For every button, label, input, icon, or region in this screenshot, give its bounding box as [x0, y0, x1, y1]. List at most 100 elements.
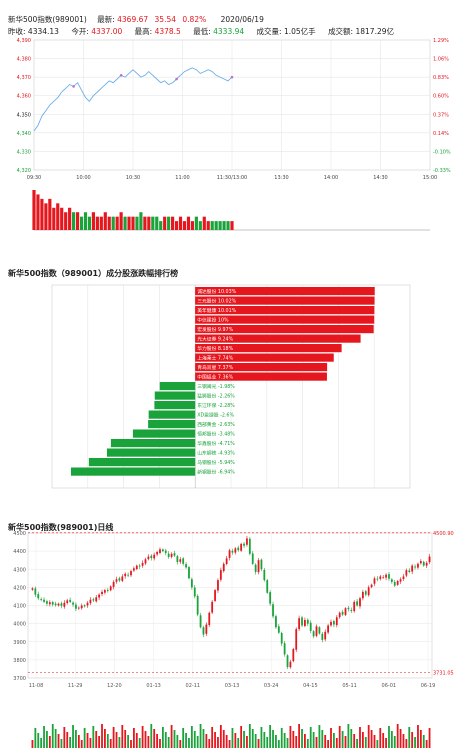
ranking-bar-label: 西部黄金 -2.63%	[197, 421, 235, 428]
daily-volume-bar	[280, 728, 283, 748]
daily-candle-up	[77, 607, 80, 609]
daily-volume-bar	[104, 729, 106, 748]
daily-candle-down	[356, 601, 358, 606]
intraday-volume-bar	[143, 216, 147, 230]
daily-candle-up	[98, 594, 101, 598]
daily-volume-bar	[257, 739, 260, 748]
daily-volume-bar	[150, 724, 153, 748]
high-value: 4378.5	[154, 27, 181, 36]
daily-volume-bar	[193, 731, 196, 748]
daily-volume-bar	[330, 728, 332, 748]
ranking-bars: 诚达股份 10.03% 三元股份 10.02% 美年健康 10.01% 中信建投 10…	[70, 287, 375, 476]
ranking-bar-label: 三钢闽光 -1.98%	[197, 383, 235, 390]
daily-candle-down	[190, 579, 193, 588]
daily-candle-up	[141, 562, 144, 566]
daily-volume-bar	[54, 729, 57, 748]
ranking-chart[interactable]: 诚达股份 10.03% 三元股份 10.02% 美年健康 10.01% 中信建投 10…	[0, 282, 463, 492]
daily-volume-bar	[428, 728, 431, 748]
daily-volume-bar	[208, 739, 211, 748]
index-name: 新华500指数(989001)	[8, 15, 87, 24]
daily-candle-down	[92, 599, 95, 601]
daily-x-tick: 05-11	[342, 683, 357, 689]
daily-candle-up	[428, 556, 431, 563]
daily-volume-bar	[350, 729, 353, 748]
daily-volume-bar	[138, 738, 141, 748]
daily-candle-up	[147, 556, 150, 560]
daily-volume-bar	[37, 733, 40, 748]
daily-candle-up	[425, 562, 428, 566]
daily-candle-down	[422, 561, 425, 566]
intraday-y-tick-right: -0.10%	[433, 149, 451, 155]
ranking-bar-label: 山东钢铁 -4.93%	[197, 450, 235, 457]
daily-candle-up	[211, 601, 214, 613]
daily-candle-down	[173, 553, 176, 556]
daily-volume-bar	[196, 736, 199, 748]
daily-candle-down	[185, 564, 187, 568]
daily-volume-bar	[217, 737, 219, 748]
daily-candle-up	[289, 661, 292, 668]
daily-volume-bar	[118, 737, 121, 748]
latest-value: 4369.67	[117, 15, 149, 24]
ranking-bar-down	[70, 467, 196, 476]
daily-candle-down	[321, 633, 324, 640]
daily-volume-bar	[237, 738, 240, 748]
intraday-volume-bars	[32, 190, 234, 230]
daily-x-tick: 11-08	[29, 683, 44, 689]
daily-candle-down	[40, 598, 43, 600]
daily-candle-up	[359, 598, 361, 607]
quote-date: 2020/06/19	[220, 15, 264, 24]
daily-volume-bar	[190, 726, 193, 748]
daily-candle-up	[330, 621, 332, 626]
daily-candle-up	[144, 559, 147, 564]
daily-volume-bar	[214, 732, 216, 748]
intraday-volume-bar	[52, 207, 56, 230]
daily-candle-up	[324, 631, 327, 640]
ranking-bar-down	[110, 439, 196, 448]
intraday-y-tick-left: 4,360	[17, 94, 31, 100]
intraday-volume-bar	[139, 212, 143, 230]
daily-candle-down	[388, 574, 390, 579]
daily-volume-bar	[367, 725, 370, 748]
daily-volume-bar	[147, 736, 150, 748]
intraday-volume-bar	[103, 212, 107, 230]
intraday-volume-bar	[202, 216, 206, 230]
daily-candle-up	[219, 570, 222, 580]
daily-volume-bar	[72, 725, 74, 748]
daily-volume-bar	[156, 734, 158, 748]
daily-y-tick: 4400	[13, 549, 26, 555]
intraday-volume-bar	[40, 198, 44, 230]
intraday-volume-bar	[186, 216, 191, 230]
daily-volume-bar	[422, 735, 425, 748]
daily-volume-bar	[411, 732, 414, 748]
daily-candle-down	[266, 580, 269, 593]
daily-candle-up	[156, 552, 158, 555]
daily-volume-bar	[359, 727, 361, 748]
daily-grid	[27, 532, 433, 679]
quote-header-row1: 新华500指数(989001) 最新: 4369.67 35.54 0.82% …	[8, 14, 264, 25]
daily-candle-up	[370, 584, 373, 588]
intraday-y-tick-left: 4,340	[17, 131, 31, 137]
intraday-y-tick-left: 4,370	[17, 75, 31, 81]
daily-candle-down	[312, 631, 315, 637]
daily-candle-down	[390, 579, 393, 582]
intraday-y-tick-left: 4,330	[17, 149, 31, 155]
daily-chart[interactable]: 4500 4400 4300 4200 4100 4000 3900 3800 3700 11-…	[0, 530, 463, 752]
daily-x-tick: 03-13	[225, 683, 240, 689]
daily-candle-down	[280, 633, 283, 644]
daily-volume-bar	[248, 724, 251, 748]
ranking-bar-up	[195, 344, 342, 353]
daily-candle-down	[202, 627, 205, 635]
daily-candle-up	[385, 574, 387, 578]
daily-candle-down	[231, 550, 234, 553]
daily-volume-bar	[289, 726, 292, 748]
high-label: 最高:	[134, 27, 153, 36]
intraday-volume-bar	[32, 190, 36, 230]
intraday-point-marker	[72, 85, 75, 88]
prev-close-value: 4334.13	[27, 27, 59, 36]
daily-candle-up	[298, 618, 301, 630]
intraday-volume-bar	[48, 198, 52, 230]
daily-volume-bar	[283, 733, 286, 748]
daily-candle-down	[408, 570, 411, 572]
intraday-chart[interactable]: 4,390 4,380 4,370 4,360 4,350 4,340 4,330 4,320…	[0, 34, 463, 240]
ranking-bar-label: 中国铝业 7.36%	[197, 374, 233, 381]
